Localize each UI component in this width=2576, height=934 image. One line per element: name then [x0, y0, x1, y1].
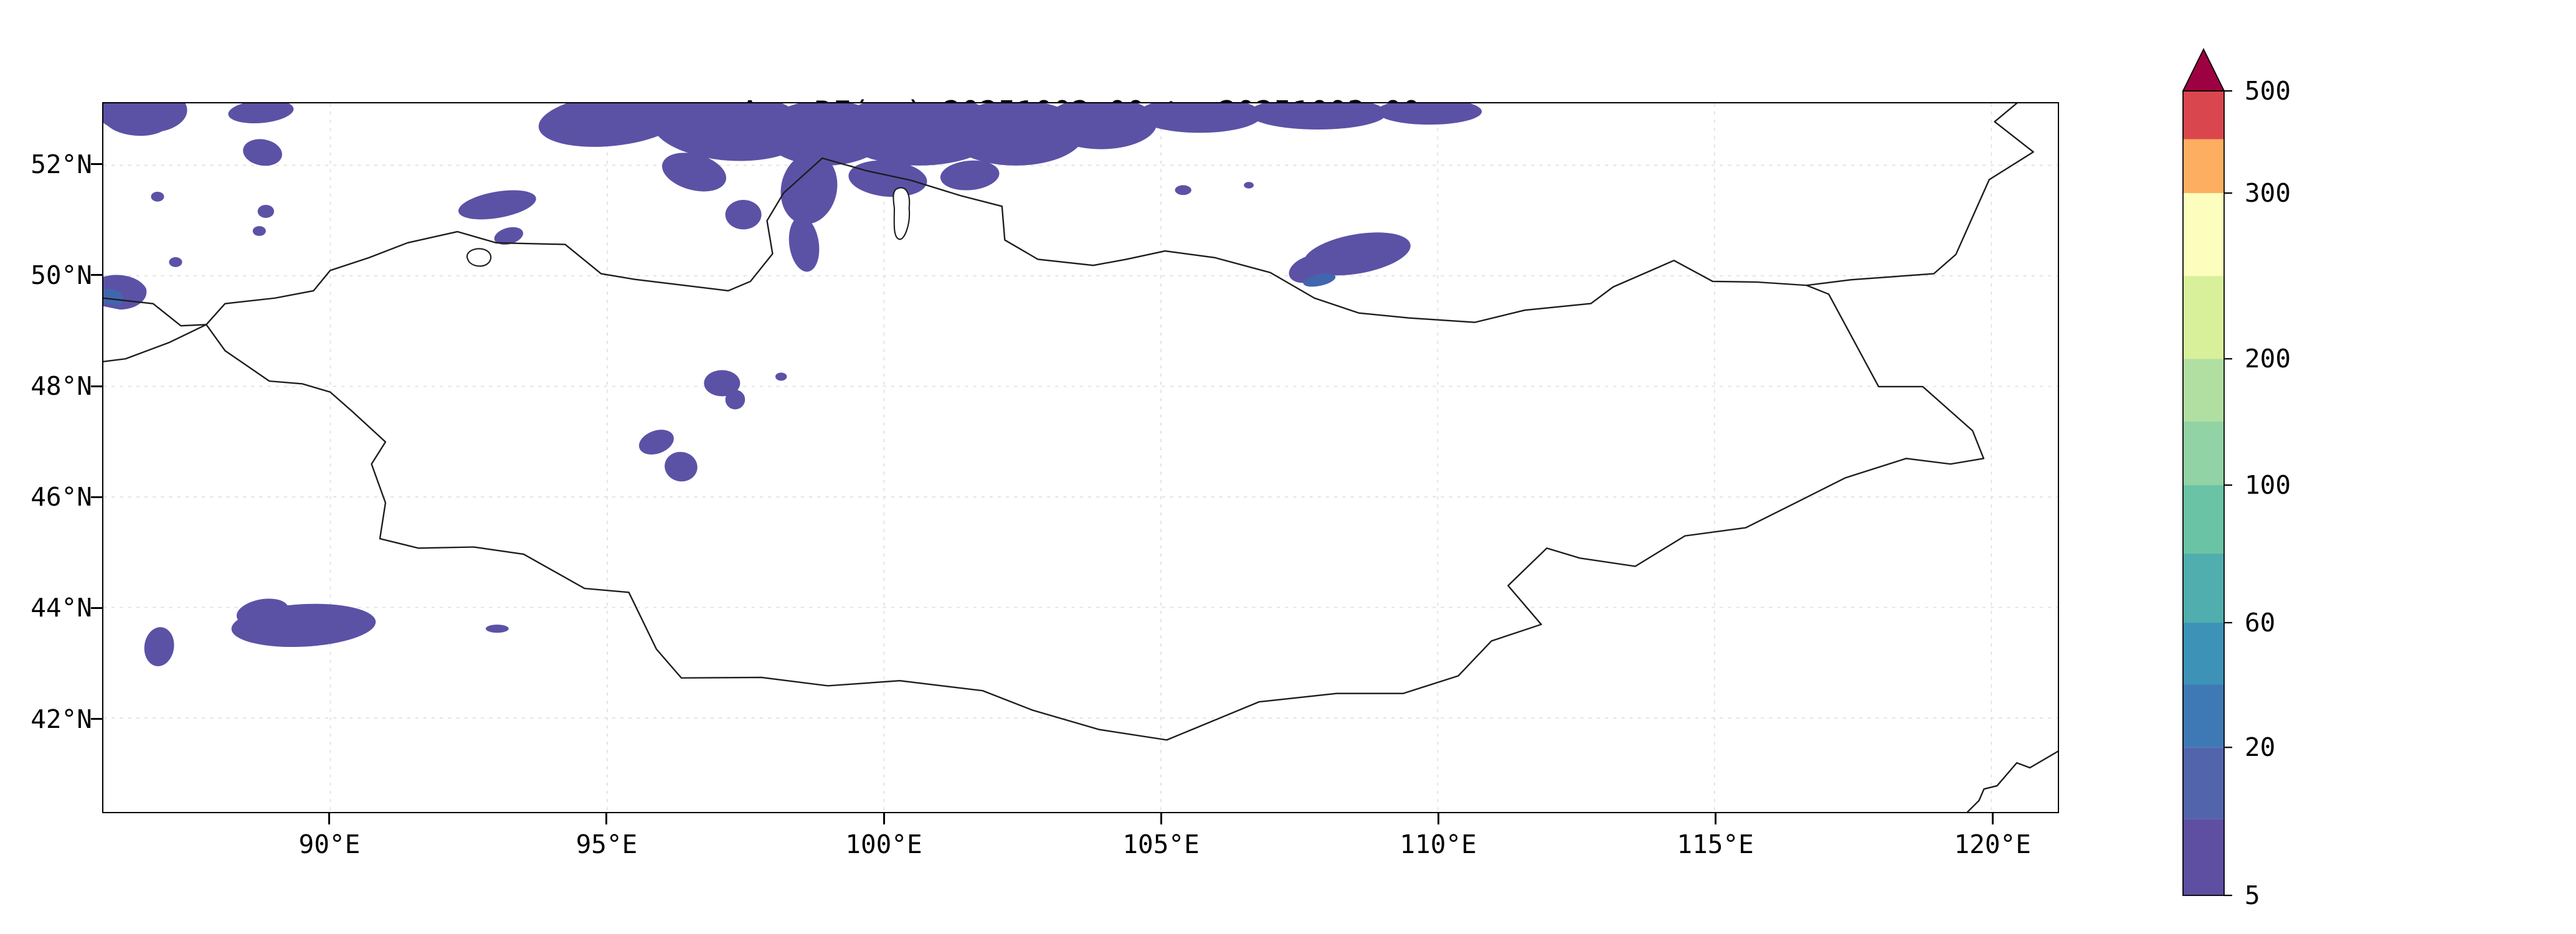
country-border-russia-china-northeast — [1806, 103, 2034, 286]
y-tick-label: 50°N — [31, 260, 92, 290]
rain-patch — [458, 190, 536, 220]
lake-uvs-outline — [466, 248, 491, 267]
colorbar-tick-label: 200 — [2245, 344, 2291, 374]
x-tick-label: 120°E — [1954, 829, 2031, 859]
country-border-west-tripoint-north — [103, 297, 207, 327]
colorbar-segment — [2183, 623, 2224, 685]
x-tick-mark — [328, 813, 331, 824]
rain-patch — [1045, 103, 1157, 149]
y-tick-label: 48°N — [31, 371, 92, 402]
y-tick-mark — [91, 496, 102, 498]
y-tick-mark — [91, 606, 102, 609]
colorbar-segment — [2183, 485, 2224, 554]
country-border-coastline-bottom-right — [1966, 750, 2058, 812]
rain-patch — [704, 370, 741, 397]
x-tick-label: 100°E — [845, 829, 922, 859]
rain-patch — [144, 627, 174, 666]
colorbar-segment — [2183, 359, 2224, 422]
y-tick-label: 42°N — [31, 704, 92, 734]
colorbar-outline — [2182, 90, 2225, 896]
colorbar-tick-label: 100 — [2245, 470, 2291, 501]
rain-patch — [725, 200, 762, 230]
rain-patch — [151, 191, 164, 202]
colorbar-segment — [2183, 684, 2224, 748]
rain-patch — [1244, 182, 1254, 189]
colorbar — [2182, 47, 2232, 897]
country-border-west-tripoint-south — [103, 324, 207, 362]
rain-patch — [1175, 185, 1191, 196]
x-tick-label: 90°E — [298, 829, 361, 859]
rain-patch — [665, 451, 698, 482]
colorbar-segment — [2183, 553, 2224, 623]
rain-patch — [257, 204, 275, 218]
map-svg — [103, 103, 2058, 812]
y-tick-mark — [91, 718, 102, 720]
rain-patch — [103, 288, 123, 306]
rain-patch — [243, 139, 282, 166]
x-tick-label: 115°E — [1677, 829, 1754, 859]
colorbar-segment — [2183, 91, 2224, 139]
y-tick-mark — [91, 163, 102, 166]
y-tick-label: 52°N — [31, 149, 92, 179]
rain-patch — [494, 227, 523, 245]
colorbar-segment — [2183, 747, 2224, 819]
x-tick-mark — [1991, 813, 1994, 824]
rain-patch — [1303, 273, 1336, 287]
y-tick-label: 46°N — [31, 482, 92, 512]
rain-patch — [1137, 103, 1262, 133]
y-tick-label: 44°N — [31, 593, 92, 623]
rain-patch — [1376, 103, 1482, 125]
x-tick-label: 110°E — [1399, 829, 1477, 859]
x-tick-mark — [1437, 813, 1439, 824]
x-tick-mark — [605, 813, 608, 824]
colorbar-arrow-max — [2182, 47, 2225, 92]
colorbar-segment — [2183, 422, 2224, 486]
x-tick-label: 95°E — [575, 829, 638, 859]
rain-patch — [252, 226, 266, 236]
lake-khovsgol-outline — [893, 187, 911, 240]
country-border-mongolia-outline — [206, 157, 1985, 741]
rain-patch — [538, 103, 686, 147]
colorbar-tick-label: 300 — [2245, 178, 2291, 209]
colorbar-tick-label: 20 — [2245, 732, 2276, 763]
rain-patch — [780, 153, 838, 224]
y-tick-mark — [91, 274, 102, 276]
rain-patch — [228, 103, 294, 124]
rain-patch — [848, 160, 927, 197]
rain-patch — [103, 103, 187, 136]
rain-patch — [485, 625, 509, 633]
colorbar-tick-label: 60 — [2245, 608, 2276, 638]
rain-patch — [788, 216, 820, 272]
colorbar-segment — [2183, 276, 2224, 359]
rain-patch — [940, 160, 1000, 191]
colorbar-segment — [2183, 819, 2224, 895]
colorbar-segment — [2183, 139, 2224, 194]
x-tick-label: 105°E — [1122, 829, 1200, 859]
colorbar-tick-label: 5 — [2245, 880, 2260, 910]
rain-patch — [725, 389, 746, 410]
rain-patch — [638, 430, 674, 455]
rain-patch — [236, 598, 289, 626]
x-tick-mark — [1714, 813, 1717, 824]
rain-patch — [169, 257, 182, 267]
colorbar-segment — [2183, 193, 2224, 276]
rain-patch — [1249, 103, 1387, 130]
colorbar-tick-label: 500 — [2245, 76, 2291, 106]
x-tick-mark — [1160, 813, 1162, 824]
map-plot-area — [102, 102, 2059, 813]
x-tick-mark — [883, 813, 885, 824]
y-tick-mark — [91, 385, 102, 387]
rain-patch — [662, 153, 726, 192]
rain-patch — [775, 372, 787, 381]
